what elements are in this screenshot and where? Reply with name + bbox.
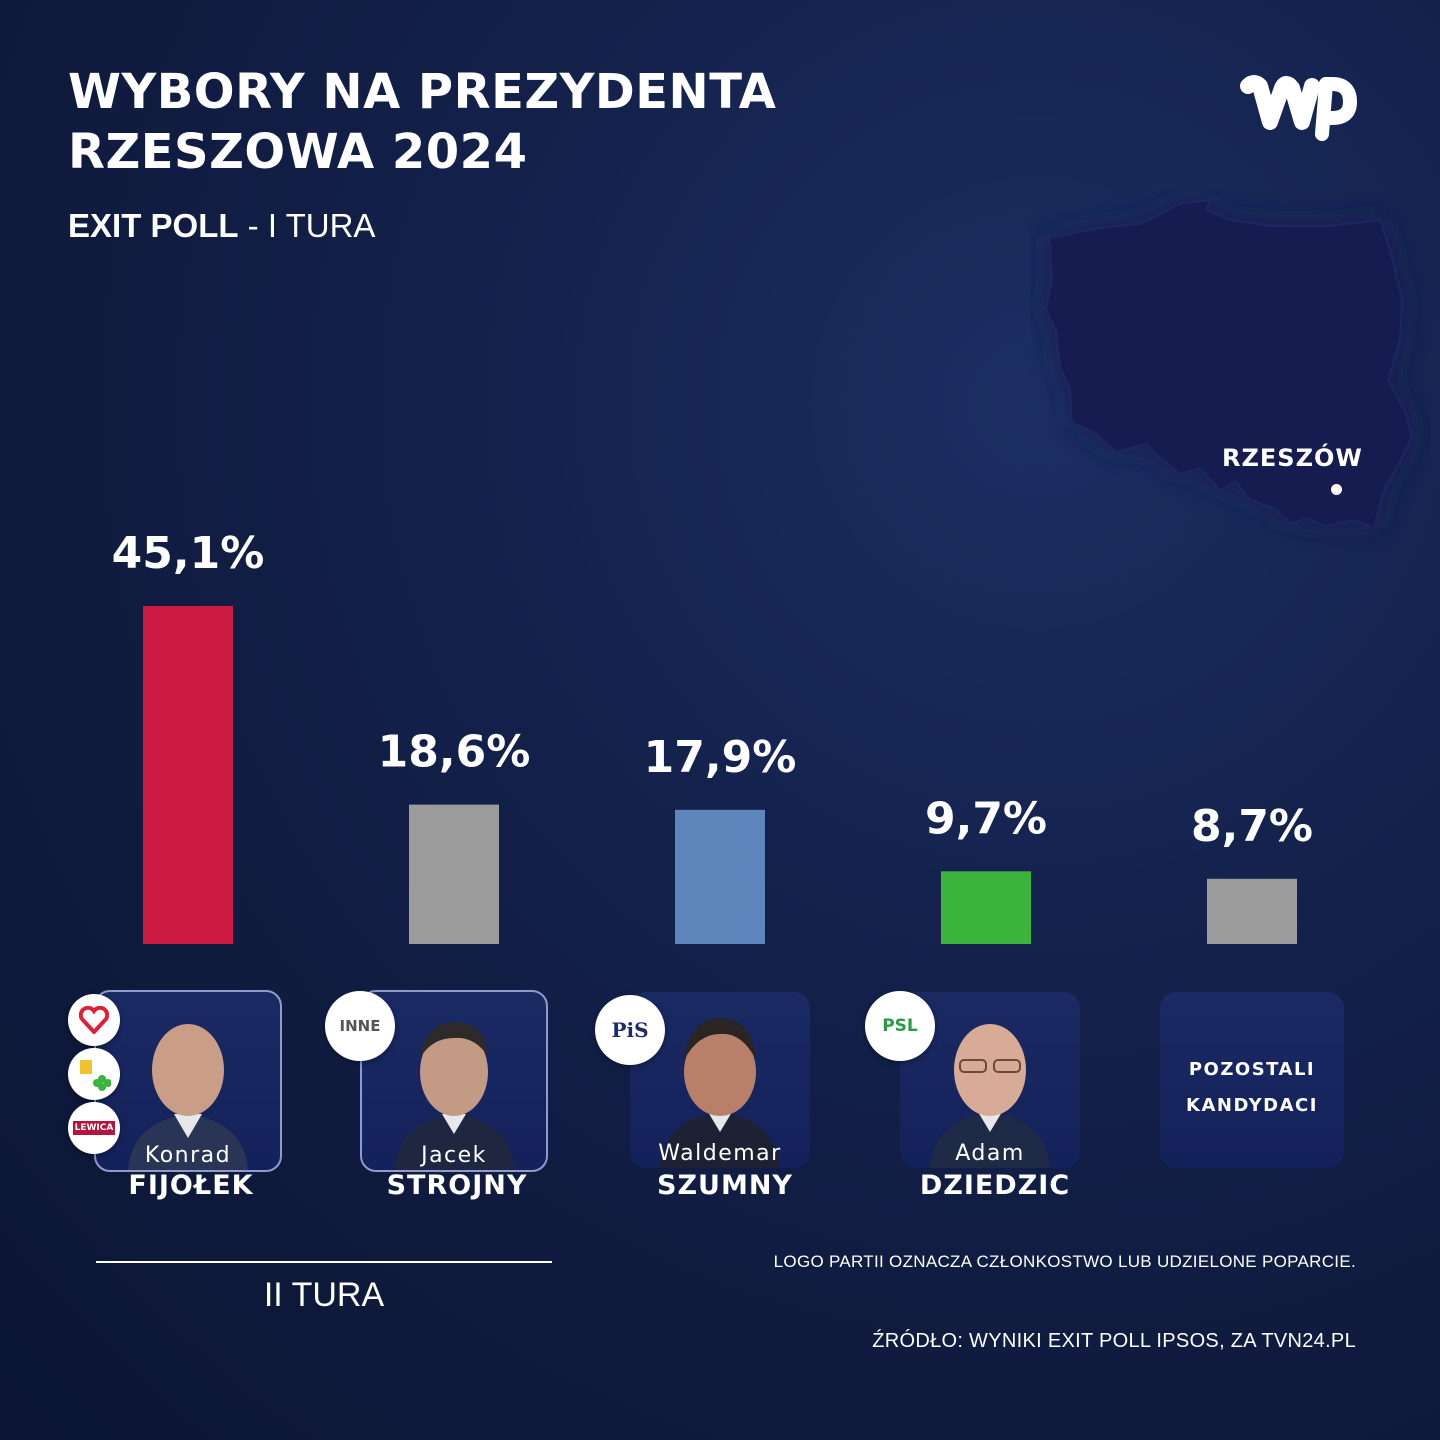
source-note: ŹRÓDŁO: WYNIKI EXIT POLL IPSOS, ZA TVN24… xyxy=(872,1330,1356,1352)
candidate-last-name: SZUMNY xyxy=(657,1170,793,1201)
candidate-first-name: Jacek xyxy=(421,1143,487,1168)
candidate-first-name: Adam xyxy=(955,1141,1025,1166)
bar-chart: 45,1% 18,6% 17,9% 9,7% 8,7% xyxy=(112,528,1313,944)
candidate-photo xyxy=(394,1022,514,1170)
title-line-2: RZESZOWA 2024 xyxy=(68,124,528,180)
party-badge-inne: INNE xyxy=(325,991,395,1061)
others-label: POZOSTALI KANDYDACI xyxy=(1160,1052,1344,1124)
second-round-label: II TURA xyxy=(263,1276,385,1314)
subtitle-rest: - I TURA xyxy=(238,207,376,244)
value-label-others: 8,7% xyxy=(1191,801,1313,852)
subtitle: EXIT POLL - I TURA xyxy=(68,204,375,248)
value-label-dziedzic: 9,7% xyxy=(925,793,1047,844)
title-line-1: WYBORY NA PREZYDENTA xyxy=(68,64,777,120)
bar-others xyxy=(1207,878,1297,944)
clover-icon xyxy=(68,1048,120,1100)
candidate-first-name: Waldemar xyxy=(658,1141,782,1166)
bar-szumny xyxy=(675,809,765,944)
candidate-photo xyxy=(930,1024,1050,1168)
subtitle-bold: EXIT POLL xyxy=(68,207,239,244)
candidate-card-fijolek: Konrad xyxy=(94,990,282,1172)
others-line-1: POZOSTALI xyxy=(1188,1059,1316,1080)
candidate-photo xyxy=(660,1018,780,1168)
bar-fijolek xyxy=(143,606,233,944)
party-badge-psl: PSL xyxy=(865,991,935,1061)
bar-strojny xyxy=(409,804,499,944)
value-label-szumny: 17,9% xyxy=(644,732,797,783)
wp-logo xyxy=(1240,75,1358,141)
candidate-photo xyxy=(128,1024,248,1170)
candidate-last-name: STROJNY xyxy=(386,1170,528,1201)
city-dot xyxy=(1331,484,1342,495)
party-badge-label: INNE xyxy=(339,1017,381,1035)
value-label-strojny: 18,6% xyxy=(378,727,531,778)
others-card: POZOSTALI KANDYDACI xyxy=(1160,992,1344,1168)
candidate-last-name: DZIEDZIC xyxy=(919,1170,1071,1201)
candidate-last-name: FIJOŁEK xyxy=(128,1170,254,1201)
second-round-divider xyxy=(96,1261,552,1263)
party-badge-pis: PiS xyxy=(595,995,665,1065)
party-badge-label: PiS xyxy=(611,1018,649,1042)
party-logo-note: LOGO PARTII OZNACZA CZŁONKOSTWO LUB UDZI… xyxy=(773,1252,1356,1271)
city-label: RZESZÓW xyxy=(1222,444,1363,472)
candidate-first-name: Konrad xyxy=(144,1143,232,1168)
bar-dziedzic xyxy=(941,871,1031,944)
heart-icon xyxy=(68,994,120,1046)
value-label-fijolek: 45,1% xyxy=(112,528,265,579)
others-line-2: KANDYDACI xyxy=(1186,1095,1318,1116)
party-badge-label: PSL xyxy=(882,1016,918,1036)
party-badge-label: LEWICA xyxy=(72,1121,116,1135)
party-badge-lewica: LEWICA xyxy=(68,1102,120,1154)
page-title: WYBORY NA PREZYDENTA RZESZOWA 2024 xyxy=(68,62,776,182)
poland-map xyxy=(1044,198,1414,530)
